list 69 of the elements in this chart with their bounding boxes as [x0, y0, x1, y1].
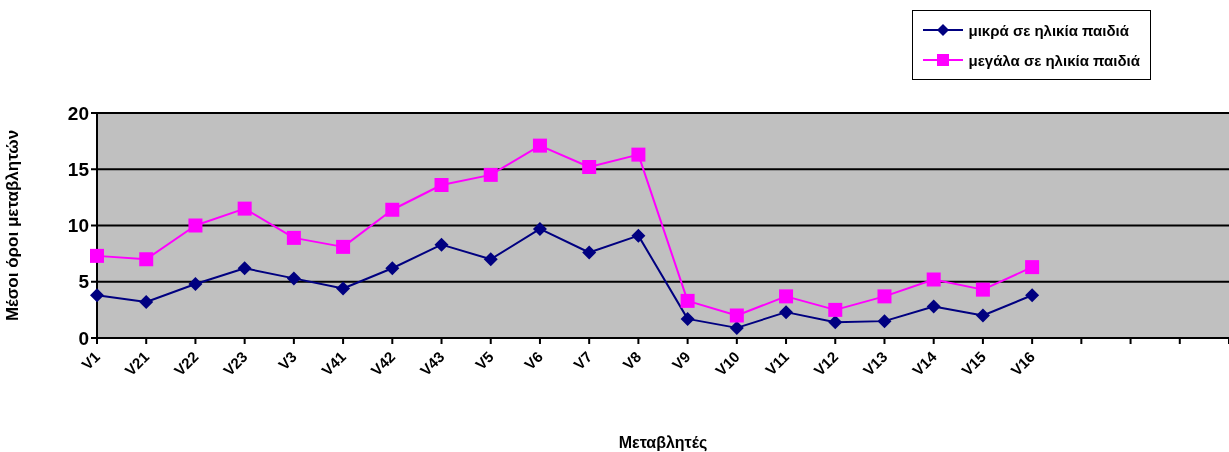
point — [385, 261, 400, 276]
x-tick-label: V16 — [1007, 347, 1039, 379]
point — [434, 237, 449, 252]
point — [139, 252, 154, 267]
x-tick-label: V5 — [471, 347, 497, 373]
point — [90, 248, 104, 263]
point — [582, 245, 597, 260]
x-tick-label: V22 — [170, 347, 202, 379]
point — [237, 201, 252, 216]
point — [1025, 288, 1040, 303]
point — [139, 295, 154, 309]
x-axis-title: Μεταβλητές — [618, 434, 708, 452]
x-tick-label: V14 — [908, 347, 941, 379]
x-tick-label: V42 — [367, 347, 399, 379]
point — [582, 160, 597, 174]
point — [434, 178, 449, 192]
point — [729, 308, 744, 323]
point — [631, 147, 646, 162]
point — [286, 271, 301, 286]
point — [483, 252, 498, 267]
point — [90, 288, 104, 303]
y-axis-title: Μέσοι όροι μεταβλητών — [3, 129, 23, 322]
x-tick-label: V13 — [859, 347, 891, 379]
legend-label: μεγάλα σε ηλικία παιδιά — [968, 51, 1140, 69]
point — [926, 272, 941, 287]
x-tick-label: V21 — [121, 347, 153, 379]
point — [926, 299, 941, 314]
point — [680, 311, 695, 326]
point — [286, 230, 301, 245]
x-tick-label: V23 — [219, 347, 251, 379]
point — [237, 261, 252, 276]
point — [483, 167, 498, 182]
y-tick-label: 20 — [67, 102, 89, 124]
x-tick-label: V6 — [520, 347, 546, 373]
point — [975, 308, 990, 323]
y-tick-label: 15 — [67, 158, 90, 180]
point — [680, 293, 695, 308]
x-tick-label: V8 — [619, 347, 645, 373]
legend-label: μικρά σε ηλικία παιδιά — [968, 21, 1129, 39]
x-tick-label: V43 — [416, 347, 448, 379]
point — [1025, 260, 1040, 275]
x-tick-label: V7 — [570, 347, 596, 373]
point — [779, 305, 794, 320]
x-tick-label: V1 — [78, 347, 104, 373]
x-tick-label: V11 — [761, 347, 793, 379]
point — [188, 277, 203, 291]
x-tick-label: V10 — [711, 347, 743, 379]
point — [729, 320, 744, 335]
point — [188, 218, 203, 233]
point — [779, 289, 794, 304]
point — [385, 202, 400, 217]
point — [877, 314, 892, 329]
y-tick-label: 5 — [78, 271, 90, 293]
point — [828, 315, 843, 330]
point — [828, 302, 843, 317]
point — [532, 221, 547, 236]
point — [336, 239, 351, 254]
x-tick-label: V12 — [810, 347, 842, 379]
point — [877, 289, 892, 304]
y-tick-label: 10 — [67, 215, 89, 237]
point — [631, 228, 646, 243]
x-tick-label: V15 — [958, 347, 989, 379]
x-tick-label: V41 — [318, 347, 350, 379]
x-tick-label: V3 — [274, 347, 300, 373]
point — [532, 138, 547, 153]
point — [975, 282, 990, 297]
point — [336, 281, 351, 296]
y-tick-label: 0 — [78, 327, 89, 349]
x-tick-label: V9 — [668, 347, 694, 373]
